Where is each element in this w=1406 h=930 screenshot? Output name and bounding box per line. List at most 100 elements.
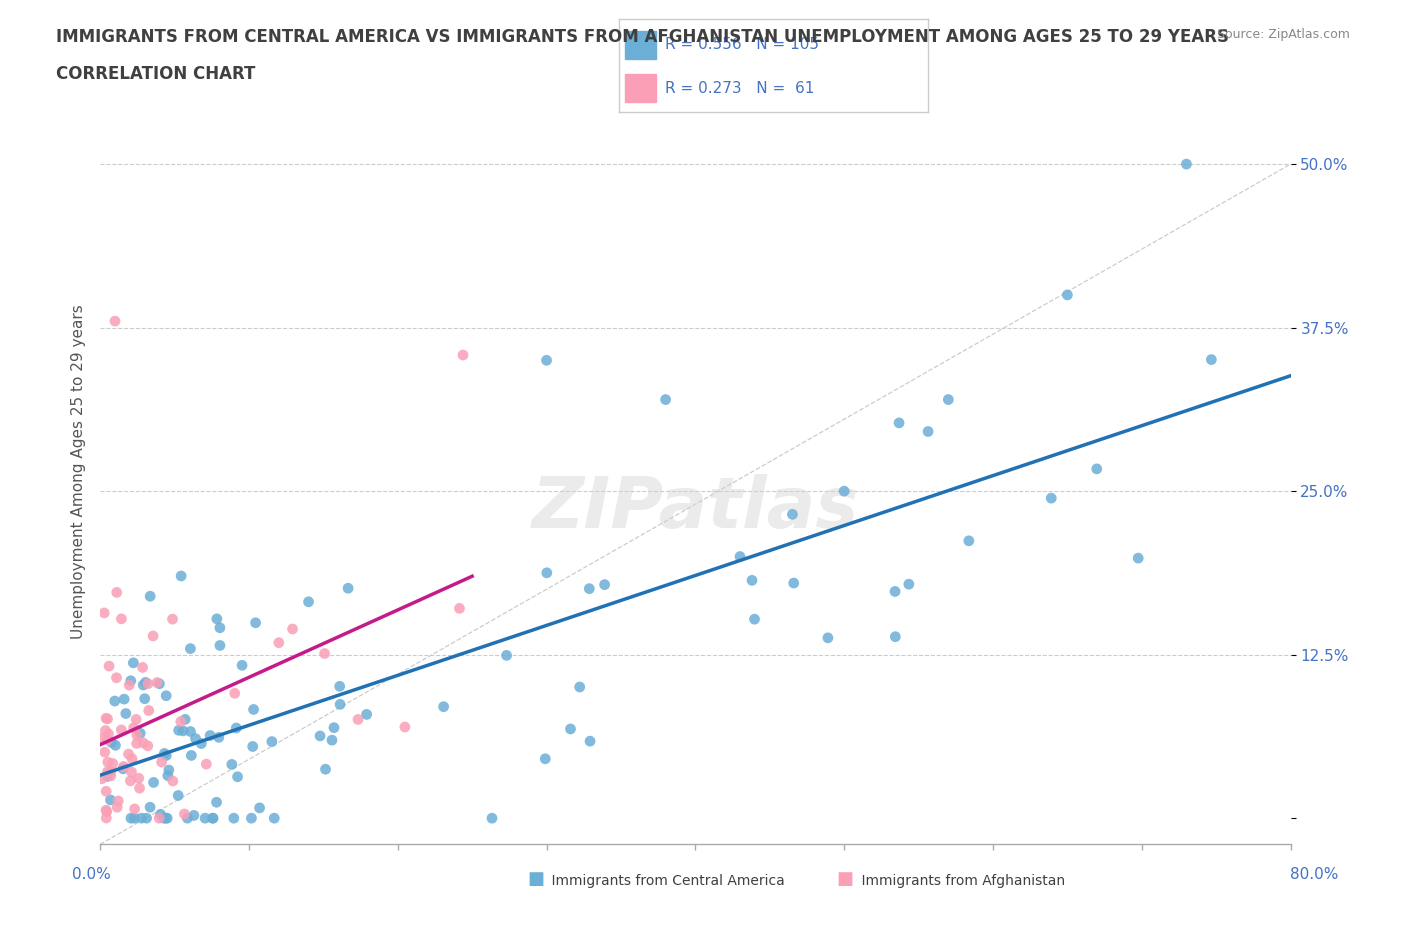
Immigrants from Central America [139,800,162,815]
Immigrants from Central America [536,565,558,580]
Text: 0.0%: 0.0% [72,867,111,882]
Immigrants from Afghanistan [97,733,120,748]
Immigrants from Central America [329,679,352,694]
Immigrants from Central America [1201,352,1223,367]
Immigrants from Central America [153,811,176,826]
Text: IMMIGRANTS FROM CENTRAL AMERICA VS IMMIGRANTS FROM AFGHANISTAN UNEMPLOYMENT AMON: IMMIGRANTS FROM CENTRAL AMERICA VS IMMIG… [56,28,1229,46]
Immigrants from Afghanistan [281,621,304,636]
Immigrants from Central America [202,811,225,826]
Immigrants from Central America [309,728,332,743]
Text: ■: ■ [837,870,853,888]
Immigrants from Afghanistan [117,747,139,762]
Immigrants from Central America [201,811,224,826]
Immigrants from Afghanistan [100,768,122,783]
Immigrants from Central America [917,424,939,439]
Immigrants from Central America [957,534,980,549]
Immigrants from Central America [315,762,337,777]
Immigrants from Afghanistan [96,784,118,799]
Immigrants from Central America [728,549,751,564]
Immigrants from Central America [132,678,155,693]
Immigrants from Central America [1175,156,1198,171]
Immigrants from Afghanistan [122,721,145,736]
Immigrants from Central America [260,734,283,749]
Immigrants from Central America [534,751,557,766]
Immigrants from Central America [184,731,207,746]
Immigrants from Central America [100,792,122,807]
Immigrants from Afghanistan [124,802,146,817]
Immigrants from Central America [208,620,231,635]
Immigrants from Central America [1085,461,1108,476]
Immigrants from Central America [1128,551,1150,565]
Immigrants from Central America [245,616,267,631]
Immigrants from Central America [242,702,264,717]
Immigrants from Central America [297,594,319,609]
Immigrants from Central America [249,801,271,816]
Immigrants from Central America [170,568,193,583]
Immigrants from Central America [153,746,176,761]
Immigrants from Central America [167,723,190,737]
Immigrants from Central America [226,769,249,784]
Immigrants from Central America [337,581,360,596]
Immigrants from Central America [100,735,122,750]
Immigrants from Afghanistan [394,720,416,735]
Immigrants from Central America [1056,287,1078,302]
Immigrants from Central America [120,811,142,826]
Immigrants from Central America [222,811,245,826]
Immigrants from Central America [104,694,127,709]
Immigrants from Afghanistan [118,678,141,693]
Immigrants from Afghanistan [105,671,128,685]
Immigrants from Afghanistan [224,685,246,700]
Immigrants from Central America [157,763,180,777]
Immigrants from Central America [884,630,907,644]
Immigrants from Afghanistan [125,736,148,751]
Immigrants from Central America [568,680,591,695]
Immigrants from Central America [832,484,855,498]
Immigrants from Afghanistan [138,703,160,718]
Immigrants from Central America [936,392,959,407]
Immigrants from Central America [205,611,228,626]
Immigrants from Afghanistan [105,800,128,815]
Immigrants from Afghanistan [96,811,118,826]
Immigrants from Central America [263,811,285,826]
Immigrants from Central America [139,589,162,604]
Text: ■: ■ [527,870,544,888]
Immigrants from Afghanistan [128,780,150,795]
Immigrants from Central America [321,733,343,748]
Immigrants from Central America [433,699,456,714]
Immigrants from Afghanistan [314,646,336,661]
Immigrants from Afghanistan [89,731,111,746]
Immigrants from Central America [134,691,156,706]
Immigrants from Central America [783,576,806,591]
Immigrants from Central America [156,768,179,783]
Immigrants from Afghanistan [136,676,159,691]
Bar [624,74,655,102]
Immigrants from Central America [593,578,616,592]
Immigrants from Afghanistan [136,738,159,753]
Immigrants from Afghanistan [100,764,122,779]
Immigrants from Afghanistan [195,757,218,772]
Text: R = 0.556   N = 105: R = 0.556 N = 105 [665,37,820,52]
Immigrants from Central America [495,648,517,663]
Immigrants from Central America [129,725,152,740]
Immigrants from Afghanistan [173,806,195,821]
Text: Immigrants from Central America: Immigrants from Central America [534,874,785,888]
Immigrants from Afghanistan [93,605,115,620]
Immigrants from Afghanistan [97,726,120,741]
Immigrants from Afghanistan [132,736,155,751]
Immigrants from Central America [578,581,600,596]
Immigrants from Afghanistan [112,759,135,774]
Immigrants from Afghanistan [110,611,132,626]
Immigrants from Central America [221,757,243,772]
Immigrants from Central America [183,808,205,823]
Immigrants from Afghanistan [94,711,117,725]
Immigrants from Central America [179,724,201,739]
Immigrants from Central America [240,811,263,826]
Immigrants from Central America [329,697,352,711]
Immigrants from Central America [155,811,177,826]
Immigrants from Afghanistan [150,754,173,769]
Immigrants from Afghanistan [120,774,142,789]
Immigrants from Central America [741,573,763,588]
Immigrants from Afghanistan [162,774,184,789]
Immigrants from Central America [560,722,582,737]
Immigrants from Afghanistan [96,711,118,726]
